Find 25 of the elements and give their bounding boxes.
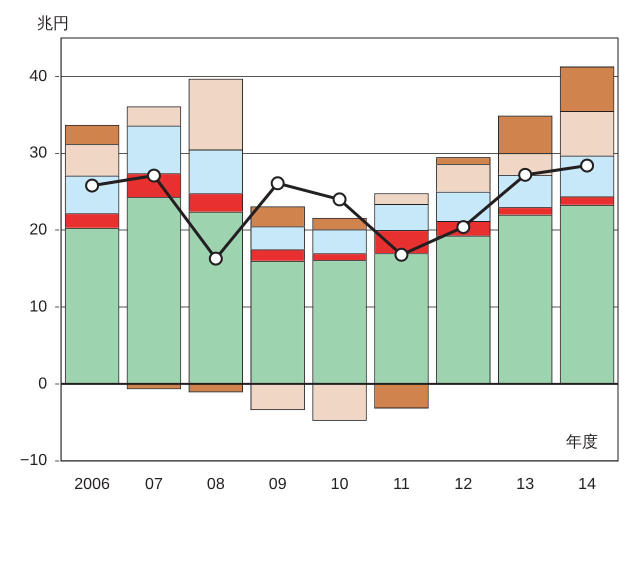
y-tick-label: 20 bbox=[29, 222, 48, 239]
point bbox=[85, 178, 100, 193]
x-tick-label: 07 bbox=[145, 476, 163, 493]
x-axis-title: 年度 bbox=[566, 433, 598, 452]
point bbox=[146, 168, 161, 183]
point bbox=[394, 248, 408, 262]
y-tick-label: 30 bbox=[29, 144, 48, 162]
y-tick-label: 40 bbox=[29, 68, 48, 85]
y-axis-title: 兆円 bbox=[37, 14, 70, 32]
y-tick-label: −10 bbox=[20, 452, 48, 470]
x-tick-label: 09 bbox=[268, 476, 287, 493]
x-tick-label: 13 bbox=[516, 476, 534, 493]
point bbox=[580, 158, 594, 173]
point bbox=[270, 176, 285, 190]
y-tick-label: 0 bbox=[38, 375, 48, 392]
x-tick-label: 08 bbox=[206, 476, 225, 493]
point bbox=[518, 168, 532, 182]
x-tick-label: 10 bbox=[330, 476, 349, 493]
x-tick-label: 14 bbox=[578, 476, 596, 493]
point bbox=[332, 192, 347, 206]
x-tick-label: 11 bbox=[393, 476, 410, 493]
point bbox=[208, 252, 223, 266]
x-tick-label: 2006 bbox=[74, 476, 110, 493]
x-tick-label: 12 bbox=[454, 476, 472, 493]
y-tick-label: 10 bbox=[29, 298, 48, 316]
